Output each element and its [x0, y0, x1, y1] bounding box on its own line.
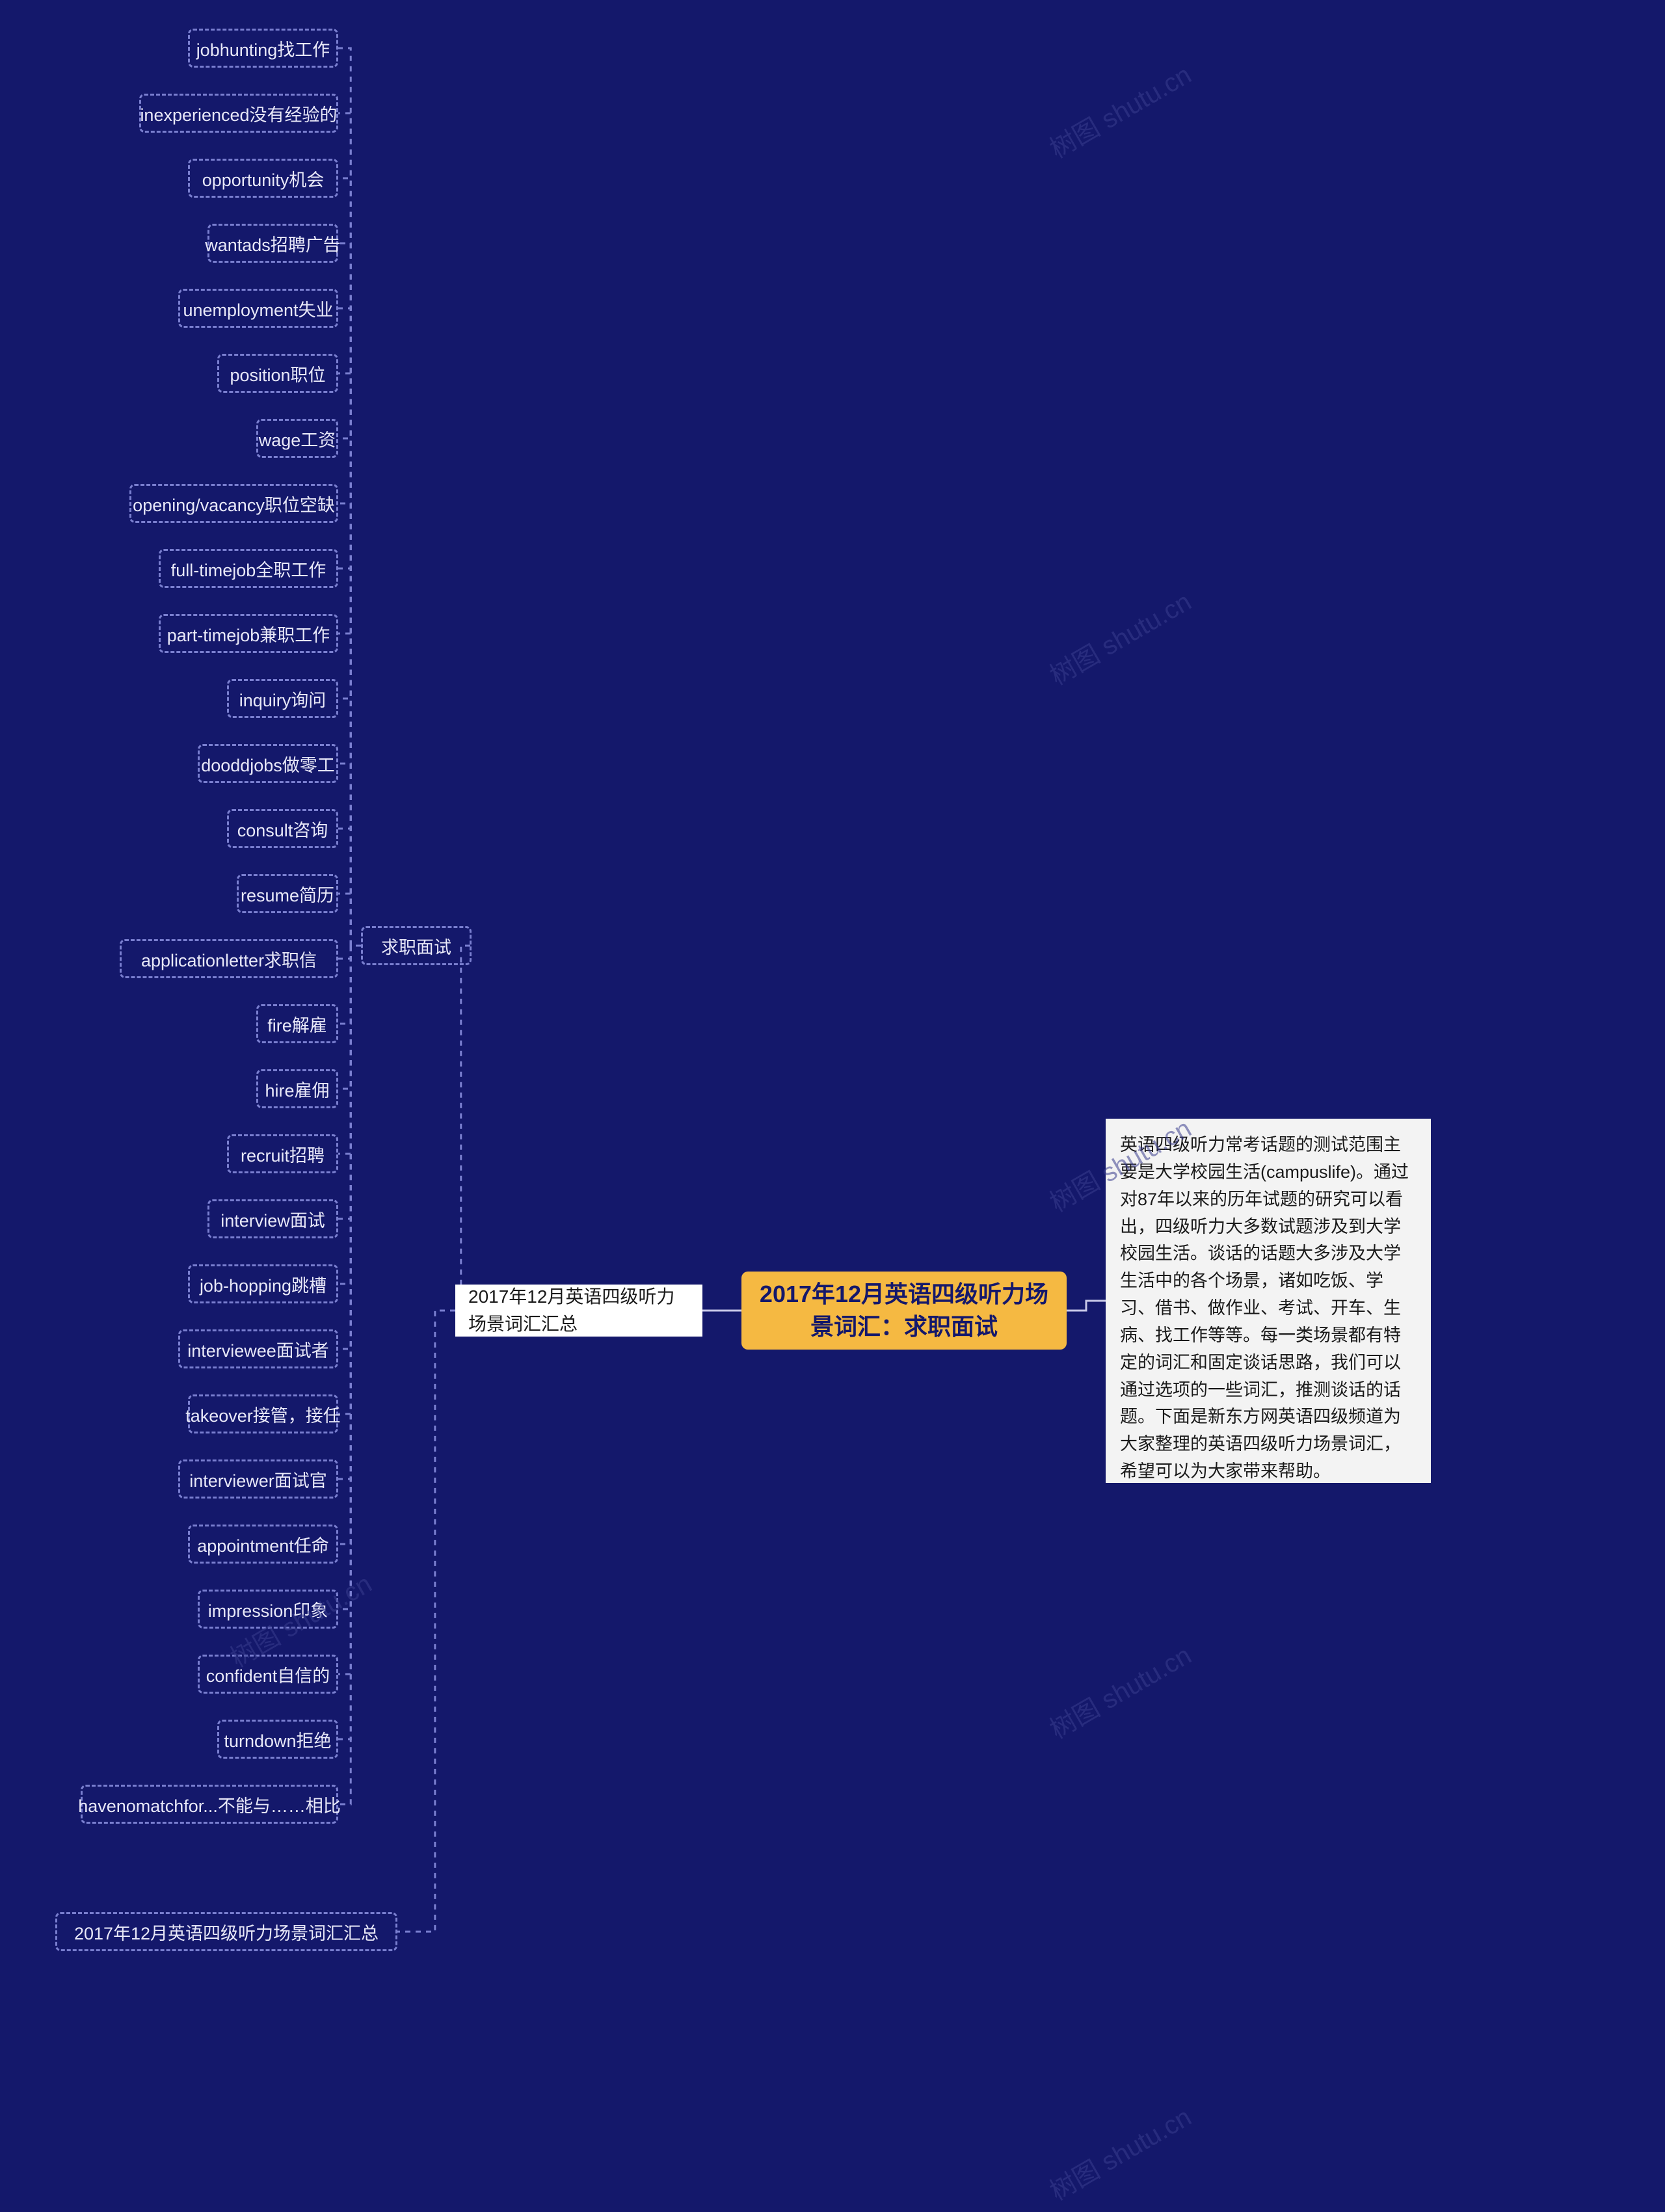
leaf-text: resume简历: [241, 881, 334, 907]
leaf-node: havenomatchfor...不能与……相比: [81, 1785, 338, 1824]
leaf-text: interviewer面试官: [189, 1467, 327, 1492]
leaf-node: interviewer面试官: [178, 1459, 338, 1499]
leaf-text: appointment任命: [197, 1532, 329, 1557]
leaf-text: interview面试: [220, 1206, 325, 1232]
leaf-text: full-timejob全职工作: [171, 556, 326, 581]
leaf-node: consult咨询: [227, 809, 338, 848]
leaf-node: hire雇佣: [256, 1069, 338, 1108]
leaf-node: interview面试: [207, 1199, 338, 1238]
leaf-node: part-timejob兼职工作: [159, 614, 338, 653]
leaf-node: opening/vacancy职位空缺: [129, 484, 338, 523]
leaf-node: inquiry询问: [227, 679, 338, 718]
leaf-text: wage工资: [259, 426, 336, 451]
leaf-text: hire雇佣: [265, 1076, 329, 1102]
leaf-text: part-timejob兼职工作: [167, 621, 330, 646]
leaf-text: confident自信的: [206, 1662, 330, 1687]
leaf-text: dooddjobs做零工: [201, 751, 335, 777]
leaf-text: fire解雇: [267, 1011, 327, 1037]
leaf-text: position职位: [230, 361, 325, 386]
leaf-text: job-hopping跳槽: [200, 1272, 326, 1297]
leaf-node: appointment任命: [188, 1525, 338, 1564]
leaf-text: turndown拒绝: [224, 1727, 331, 1752]
leaf-node: opportunity机会: [188, 159, 338, 198]
leaf-node: inexperienced没有经验的: [139, 94, 338, 133]
leaf-node: impression印象: [198, 1590, 338, 1629]
connector-layer: [0, 0, 1665, 2212]
leaf-text: havenomatchfor...不能与……相比: [78, 1792, 341, 1817]
intro-text: 英语四级听力常考话题的测试范围主要是大学校园生活(campuslife)。通过对…: [1120, 1132, 1417, 1486]
leaf-text: unemployment失业: [183, 296, 333, 321]
leaf-text: wantads招聘广告: [205, 231, 341, 256]
leaf-node: takeover接管，接任: [188, 1394, 338, 1433]
leaf-node: turndown拒绝: [217, 1720, 338, 1759]
leaf-text: applicationletter求职信: [141, 946, 317, 972]
summary-node: 2017年12月英语四级听力场景词汇汇总: [455, 1285, 702, 1337]
leaf-text: impression印象: [208, 1597, 328, 1622]
hub-node: 求职面试: [361, 926, 472, 965]
leaf-text: interviewee面试者: [187, 1337, 329, 1362]
leaf-node: position职位: [217, 354, 338, 393]
leaf-node: jobhunting找工作: [188, 29, 338, 68]
mindmap-root: 2017年12月英语四级听力场景词汇：求职面试: [741, 1272, 1067, 1350]
leaf-node: full-timejob全职工作: [159, 549, 338, 588]
hub-text: 求职面试: [381, 933, 451, 959]
leaf-text: recruit招聘: [241, 1141, 325, 1167]
leaf-node: recruit招聘: [227, 1134, 338, 1173]
leaf-text: takeover接管，接任: [185, 1402, 341, 1427]
leaf-text: inexperienced没有经验的: [140, 101, 337, 126]
leaf-node: fire解雇: [256, 1004, 338, 1043]
leaf-text: jobhunting找工作: [196, 36, 330, 61]
leaf-node: resume简历: [237, 874, 338, 913]
leaf-node: applicationletter求职信: [120, 939, 338, 978]
leaf-text: opening/vacancy职位空缺: [133, 491, 335, 516]
leaf-text: consult咨询: [237, 816, 328, 842]
leaf-node: unemployment失业: [178, 289, 338, 328]
leaf-node: dooddjobs做零工: [198, 744, 338, 783]
extra-leaf-text: 2017年12月英语四级听力场景词汇汇总: [74, 1919, 379, 1945]
leaf-node: wage工资: [256, 419, 338, 458]
leaf-node: interviewee面试者: [178, 1329, 338, 1368]
leaf-node: wantads招聘广告: [207, 224, 338, 263]
intro-paragraph: 英语四级听力常考话题的测试范围主要是大学校园生活(campuslife)。通过对…: [1106, 1119, 1431, 1483]
leaf-text: inquiry询问: [239, 686, 326, 712]
leaf-node: job-hopping跳槽: [188, 1264, 338, 1303]
leaf-node: confident自信的: [198, 1655, 338, 1694]
summary-text: 2017年12月英语四级听力场景词汇汇总: [468, 1283, 689, 1338]
extra-summary-leaf: 2017年12月英语四级听力场景词汇汇总: [55, 1912, 397, 1951]
root-text: 2017年12月英语四级听力场景词汇：求职面试: [758, 1278, 1050, 1344]
leaf-text: opportunity机会: [202, 166, 325, 191]
